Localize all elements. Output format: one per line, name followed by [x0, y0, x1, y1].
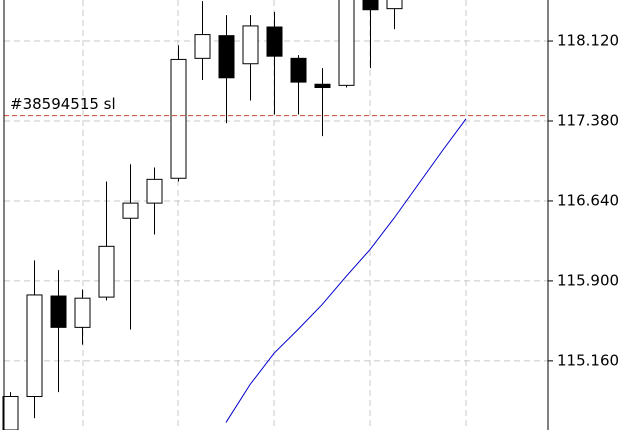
candle-body	[194, 34, 211, 59]
candle-body	[314, 83, 331, 89]
candle-body	[386, 0, 403, 10]
stop-loss-label: #38594515 sl	[10, 95, 116, 113]
candle-body	[242, 25, 259, 65]
candle-body	[122, 202, 139, 219]
candle-body	[26, 294, 43, 398]
plot-area: #38594515 sl	[2, 0, 548, 430]
candle-body	[98, 245, 115, 298]
grid	[4, 0, 548, 430]
candle-body	[170, 58, 187, 179]
candle-body	[338, 0, 355, 86]
y-tick-label: 115.900	[557, 271, 619, 289]
candle-body	[266, 26, 283, 57]
y-tick-label: 118.120	[557, 32, 619, 50]
candle-body	[290, 57, 307, 83]
candle-body	[146, 178, 163, 204]
y-axis: 115.160 115.900 116.640 117.380 118.120	[548, 32, 619, 369]
y-tick-label: 117.380	[557, 112, 619, 130]
candle-body	[2, 396, 19, 430]
ma-line	[225, 118, 467, 423]
y-tick-label: 116.640	[557, 191, 619, 209]
candle-body	[218, 35, 235, 79]
y-tick-label: 115.160	[557, 351, 619, 369]
candle-body	[50, 295, 67, 328]
candle-body	[74, 297, 91, 328]
candle-body	[362, 0, 379, 11]
